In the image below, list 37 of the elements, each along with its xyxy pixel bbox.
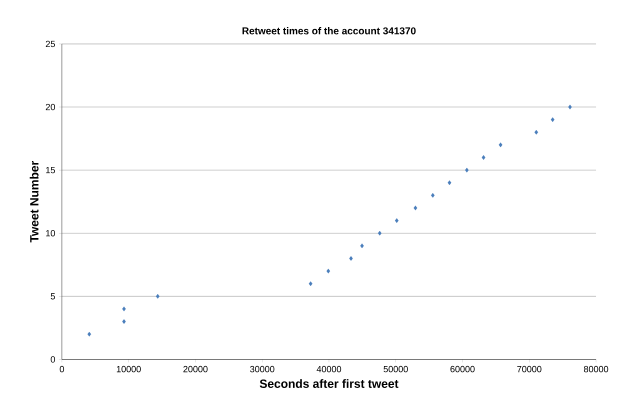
x-tick-label: 70000 [517, 366, 542, 372]
point [87, 332, 92, 336]
point [326, 268, 330, 274]
x-tick-label: 20000 [183, 366, 208, 372]
x-tick-label: 40000 [316, 366, 342, 372]
y-tick-label: 0 [50, 356, 56, 362]
point [448, 180, 452, 185]
point [308, 281, 312, 286]
point [349, 256, 353, 261]
x-tick-label: 80000 [584, 366, 608, 372]
point [498, 142, 502, 148]
point [156, 294, 160, 299]
y-tick-label: 5 [50, 293, 56, 300]
point [550, 117, 554, 122]
point [122, 306, 126, 312]
x-tick-label: 50000 [384, 366, 408, 372]
point [378, 230, 382, 236]
point [414, 205, 418, 210]
y-tick-label: 20 [46, 104, 56, 110]
x-tick-label: 10000 [116, 366, 141, 372]
point [482, 154, 486, 160]
point [534, 130, 538, 135]
x-tick-label: 0 [60, 366, 64, 372]
point [430, 192, 435, 198]
point [568, 104, 572, 110]
point [394, 218, 399, 223]
y-tick-label: 25 [46, 40, 56, 47]
y-tick-label: 15 [46, 166, 56, 174]
x-tick-label: 30000 [250, 366, 274, 372]
x-axis-title: Seconds after first tweet [260, 379, 398, 388]
point [122, 319, 126, 324]
point [465, 168, 469, 172]
y-tick-label: 10 [46, 230, 56, 236]
point [360, 243, 364, 248]
x-tick-label: 60000 [450, 366, 475, 372]
chart-title: Retweet times of the account 341370 [242, 26, 416, 34]
y-axis-title: Tweet Number [30, 160, 39, 242]
